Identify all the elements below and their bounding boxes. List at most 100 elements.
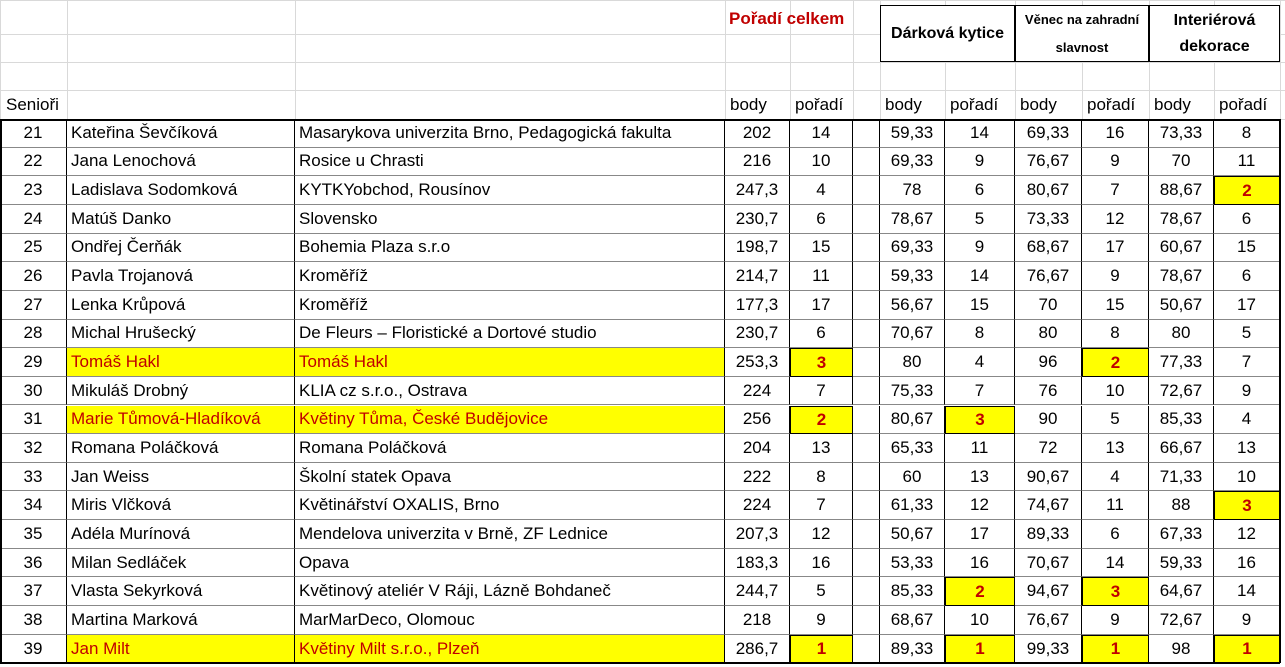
rank-cell: 5 (1082, 405, 1149, 435)
org-cell: Rosice u Chrasti (295, 147, 725, 177)
score-cell: 99,33 (1015, 634, 1082, 664)
rank-cell: 1 (1082, 634, 1149, 664)
score-cell: 80 (880, 348, 945, 377)
rank-cell: 17 (790, 290, 853, 320)
blank-cell (853, 348, 880, 377)
column-header: body (730, 94, 767, 114)
score-cell: 253,3 (725, 348, 790, 377)
grid-line (0, 34, 1285, 35)
score-cell: 59,33 (880, 119, 945, 148)
rank-cell: 17 (945, 520, 1015, 549)
rank-cell: 2 (790, 405, 853, 435)
score-cell: 90,67 (1015, 462, 1082, 492)
grid-line (853, 0, 854, 119)
score-cell: 222 (725, 462, 790, 492)
name-cell: Ondřej Čerňák (67, 233, 295, 263)
org-cell: Bohemia Plaza s.r.o (295, 233, 725, 263)
score-cell: 70 (1149, 147, 1214, 177)
rank-cell: 15 (945, 290, 1015, 320)
name-cell: Lenka Krůpová (67, 290, 295, 320)
score-cell: 78,67 (880, 204, 945, 234)
rank-cell: 11 (1214, 147, 1280, 177)
rank-cell: 3 (945, 405, 1015, 435)
rank-cell: 14 (945, 119, 1015, 148)
row-number: 29 (0, 348, 67, 377)
org-cell: Masarykova univerzita Brno, Pedagogická … (295, 119, 725, 148)
score-cell: 216 (725, 147, 790, 177)
score-cell: 73,33 (1149, 119, 1214, 148)
org-cell: Květiny Milt s.r.o., Plzeň (295, 634, 725, 664)
border (1279, 119, 1281, 664)
score-cell: 61,33 (880, 491, 945, 521)
org-cell: KYTKYobchod, Rousínov (295, 176, 725, 205)
row-number: 27 (0, 290, 67, 320)
grid-line (0, 0, 1285, 1)
score-cell: 76,67 (1015, 147, 1082, 177)
score-cell: 76 (1015, 376, 1082, 406)
org-cell: Mendelova univerzita v Brně, ZF Lednice (295, 520, 725, 549)
score-cell: 247,3 (725, 176, 790, 205)
rank-cell: 3 (790, 348, 853, 377)
rank-cell: 16 (1214, 548, 1280, 578)
rank-cell: 11 (790, 262, 853, 291)
org-cell: Květinový ateliér V Ráji, Lázně Bohdaneč (295, 577, 725, 607)
name-cell: Matúš Danko (67, 204, 295, 234)
name-cell: Milan Sedláček (67, 548, 295, 578)
blank-cell (853, 434, 880, 463)
blank-cell (853, 319, 880, 349)
blank-cell (853, 233, 880, 263)
rank-cell: 11 (945, 434, 1015, 463)
rank-cell: 15 (1082, 290, 1149, 320)
rank-cell: 16 (790, 548, 853, 578)
column-header: pořadí (1219, 94, 1268, 114)
rank-cell: 7 (790, 491, 853, 521)
name-cell: Martina Marková (67, 606, 295, 635)
row-number: 25 (0, 233, 67, 263)
rank-cell: 14 (945, 262, 1015, 291)
score-cell: 60,67 (1149, 233, 1214, 263)
rank-cell: 9 (1082, 147, 1149, 177)
rank-cell: 2 (1082, 348, 1149, 377)
score-cell: 70,67 (880, 319, 945, 349)
rank-cell: 3 (1082, 577, 1149, 607)
score-cell: 70,67 (1015, 548, 1082, 578)
org-cell: De Fleurs – Floristické a Dortové studio (295, 319, 725, 349)
border (0, 662, 1280, 664)
column-header: pořadí (1087, 94, 1136, 114)
rank-cell: 12 (1214, 520, 1280, 549)
score-cell: 77,33 (1149, 348, 1214, 377)
score-cell: 66,67 (1149, 434, 1214, 463)
rank-cell: 7 (790, 376, 853, 406)
blank-cell (853, 462, 880, 492)
score-cell: 80,67 (880, 405, 945, 435)
rank-cell: 8 (790, 462, 853, 492)
score-cell: 88 (1149, 491, 1214, 521)
score-cell: 68,67 (1015, 233, 1082, 263)
column-header: body (1020, 94, 1057, 114)
rank-cell: 4 (1082, 462, 1149, 492)
group-header: Dárková kytice (880, 5, 1015, 62)
column-header: pořadí (950, 94, 999, 114)
score-cell: 286,7 (725, 634, 790, 664)
score-cell: 59,33 (880, 262, 945, 291)
score-cell: 198,7 (725, 233, 790, 263)
score-cell: 183,3 (725, 548, 790, 578)
blank-cell (853, 548, 880, 578)
score-cell: 230,7 (725, 204, 790, 234)
row-number: 36 (0, 548, 67, 578)
blank-cell (853, 119, 880, 148)
rank-cell: 5 (790, 577, 853, 607)
score-cell: 224 (725, 376, 790, 406)
rank-cell: 13 (790, 434, 853, 463)
score-cell: 88,67 (1149, 176, 1214, 205)
blank-cell (853, 290, 880, 320)
score-cell: 85,33 (1149, 405, 1214, 435)
org-cell: Opava (295, 548, 725, 578)
rank-cell: 1 (945, 634, 1015, 664)
score-cell: 218 (725, 606, 790, 635)
rank-cell: 11 (1082, 491, 1149, 521)
org-cell: Slovensko (295, 204, 725, 234)
row-number: 39 (0, 634, 67, 664)
org-cell: Tomáš Hakl (295, 348, 725, 377)
org-cell: KLIA cz s.r.o., Ostrava (295, 376, 725, 406)
